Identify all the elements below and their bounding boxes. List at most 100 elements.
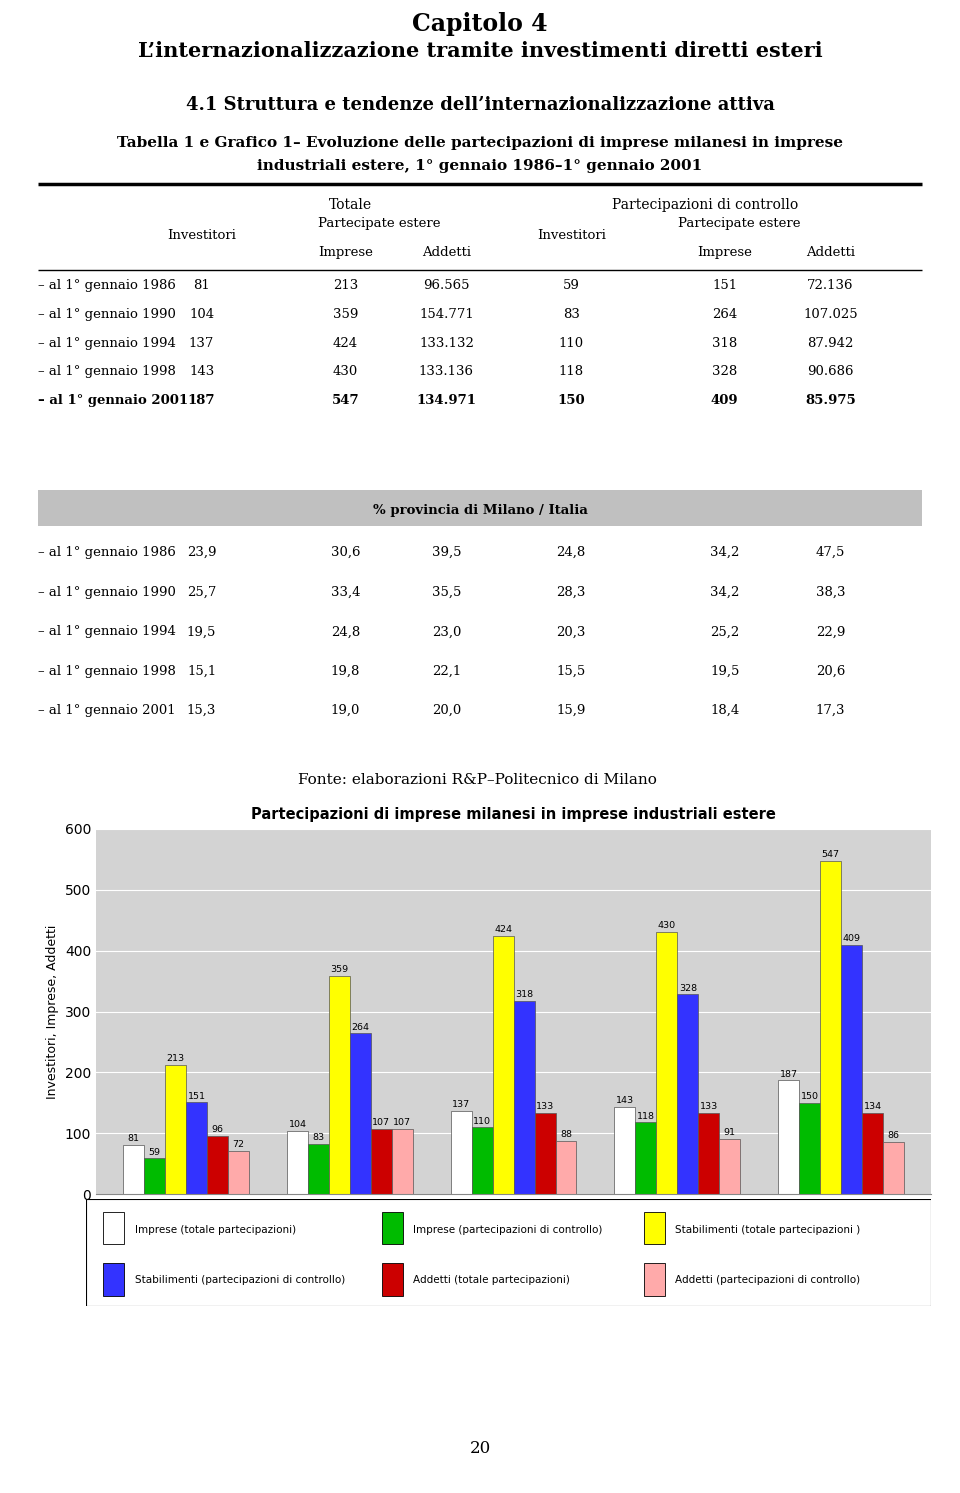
Text: 104: 104 [288,1120,306,1129]
Text: 143: 143 [616,1096,634,1105]
Text: – al 1° gennaio 1994: – al 1° gennaio 1994 [38,626,177,639]
Text: Addetti (totale partecipazioni): Addetti (totale partecipazioni) [414,1275,570,1285]
Text: 83: 83 [312,1133,324,1142]
Bar [165,1065,186,1194]
Text: 143: 143 [189,366,214,379]
Text: 328: 328 [679,984,697,993]
Text: 151: 151 [712,279,737,293]
Text: 59: 59 [149,1148,160,1157]
Text: 4.1 Struttura e tendenze dell’internazionalizzazione attiva: 4.1 Struttura e tendenze dell’internazio… [185,96,775,113]
Text: Addetti: Addetti [805,246,855,260]
Text: 85.975: 85.975 [805,394,855,408]
Text: 87.942: 87.942 [807,337,853,349]
Text: 137: 137 [189,337,214,349]
Y-axis label: Investitori, Imprese, Addetti: Investitori, Imprese, Addetti [46,924,60,1099]
Text: 34,2: 34,2 [710,587,739,599]
Text: 18,4: 18,4 [710,703,739,717]
Text: 22,9: 22,9 [816,626,845,639]
Text: 359: 359 [330,964,348,973]
Bar [644,1263,665,1296]
Text: 318: 318 [515,990,533,999]
Text: Investitori: Investitori [167,230,236,242]
Text: 20,3: 20,3 [557,626,586,639]
Text: 110: 110 [559,337,584,349]
Text: 107.025: 107.025 [804,308,857,321]
Bar [371,1129,392,1194]
Text: 187: 187 [188,394,215,408]
Text: – al 1° gennaio 2001: – al 1° gennaio 2001 [38,394,188,408]
Text: 90.686: 90.686 [807,366,853,379]
Text: 38,3: 38,3 [816,587,845,599]
Text: – al 1° gennaio 1986: – al 1° gennaio 1986 [38,546,177,558]
Bar [614,1108,636,1194]
X-axis label: Anni: Anni [498,1218,529,1232]
Text: Totale: Totale [329,199,372,212]
Text: 409: 409 [711,394,738,408]
Text: 86: 86 [888,1132,900,1141]
Bar [862,1112,883,1194]
Title: Partecipazioni di imprese milanesi in imprese industriali estere: Partecipazioni di imprese milanesi in im… [252,806,776,821]
Text: Imprese (partecipazioni di controllo): Imprese (partecipazioni di controllo) [414,1224,603,1235]
Text: 72: 72 [232,1139,245,1148]
Text: 23,9: 23,9 [187,546,216,558]
Text: 91: 91 [724,1129,735,1138]
Bar [883,1142,904,1194]
Text: 264: 264 [351,1023,370,1032]
Text: 25,2: 25,2 [710,626,739,639]
Text: Partecipazioni di controllo: Partecipazioni di controllo [612,199,799,212]
Bar [820,861,841,1194]
Text: 81: 81 [128,1135,139,1144]
Bar [308,1144,329,1194]
Text: Partecipate estere: Partecipate estere [318,218,441,230]
Bar [678,994,698,1194]
Text: 110: 110 [473,1117,492,1126]
Text: 104: 104 [189,308,214,321]
Text: 23,0: 23,0 [432,626,461,639]
Text: 19,5: 19,5 [187,626,216,639]
Text: 19,5: 19,5 [710,664,739,678]
Text: 318: 318 [712,337,737,349]
Text: 15,3: 15,3 [187,703,216,717]
Text: 107: 107 [394,1118,411,1127]
Text: 20: 20 [469,1439,491,1457]
Text: 134: 134 [863,1102,881,1111]
Text: 187: 187 [780,1069,798,1078]
Bar [186,1102,207,1194]
Bar [492,936,514,1194]
Text: 88: 88 [560,1130,572,1139]
Text: 96.565: 96.565 [423,279,469,293]
Text: – al 1° gennaio 2001: – al 1° gennaio 2001 [38,703,176,717]
Bar [228,1151,249,1194]
Text: L’internazionalizzazione tramite investimenti diretti esteri: L’internazionalizzazione tramite investi… [137,40,823,61]
Text: 118: 118 [636,1112,655,1121]
Text: 83: 83 [563,308,580,321]
Text: – al 1° gennaio 1990: – al 1° gennaio 1990 [38,308,177,321]
Text: Imprese (totale partecipazioni): Imprese (totale partecipazioni) [134,1224,296,1235]
Text: 107: 107 [372,1118,391,1127]
Text: 59: 59 [563,279,580,293]
Text: Investitori: Investitori [537,230,606,242]
Text: 430: 430 [333,366,358,379]
Text: Stabilimenti (totale partecipazioni ): Stabilimenti (totale partecipazioni ) [675,1224,860,1235]
Text: – al 1° gennaio 1986: – al 1° gennaio 1986 [38,279,177,293]
Text: Addetti (partecipazioni di controllo): Addetti (partecipazioni di controllo) [675,1275,860,1285]
Text: 15,9: 15,9 [557,703,586,717]
Text: Partecipate estere: Partecipate estere [678,218,801,230]
Text: 328: 328 [712,366,737,379]
Text: 15,1: 15,1 [187,664,216,678]
Text: Imprese: Imprese [318,246,373,260]
Bar [144,1159,165,1194]
Text: Addetti: Addetti [421,246,471,260]
Text: 133.136: 133.136 [419,366,474,379]
Text: 19,0: 19,0 [331,703,360,717]
Bar [104,1212,125,1244]
Text: 17,3: 17,3 [816,703,845,717]
Bar [471,1127,492,1194]
Text: 20,0: 20,0 [432,703,461,717]
Bar [123,1145,144,1194]
Bar [636,1123,657,1194]
Text: 133.132: 133.132 [419,337,474,349]
Bar [698,1114,719,1194]
Bar [779,1081,800,1194]
Text: 213: 213 [166,1054,184,1063]
